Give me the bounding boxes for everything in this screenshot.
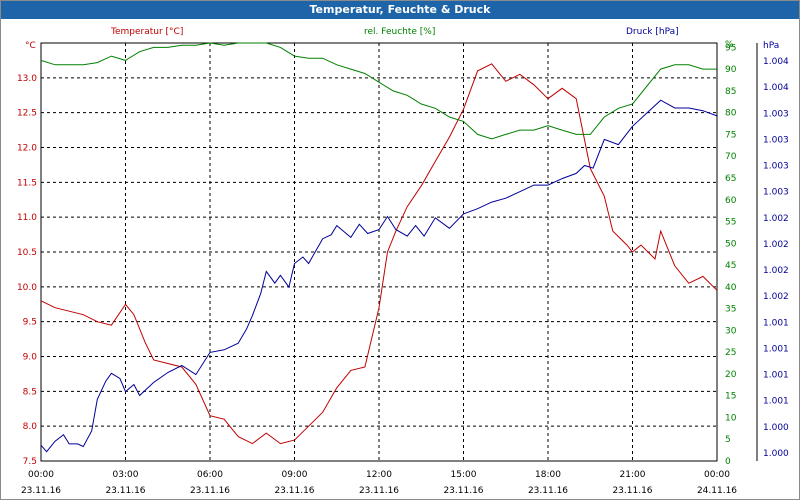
pressure-tick-label: 1.001 bbox=[763, 397, 789, 407]
temperature-tick-label: 11.0 bbox=[17, 213, 37, 223]
humidity-tick-label: 55 bbox=[725, 218, 736, 228]
pressure-tick-label: 1.003 bbox=[763, 188, 789, 198]
pressure-tick-label: 1.001 bbox=[763, 371, 789, 381]
pressure-tick-label: 1.002 bbox=[763, 266, 789, 276]
pressure-tick-label: 1.002 bbox=[763, 240, 789, 250]
temperature-unit: °C bbox=[25, 41, 36, 51]
temperature-tick-label: 11.5 bbox=[17, 178, 37, 188]
humidity-tick-label: 95 bbox=[725, 43, 736, 53]
humidity-line bbox=[40, 42, 717, 140]
temperature-tick-label: 12.0 bbox=[17, 144, 37, 154]
chart-canvas: 00:00 23.11.16 03:00 23.11.16 06:00 23.11.16 0… bbox=[17, 27, 789, 496]
humidity-tick-label: 45 bbox=[725, 261, 736, 271]
pressure-axis-title: Druck [hPa] bbox=[626, 27, 679, 37]
humidity-tick-label: 60 bbox=[725, 196, 737, 206]
x-tick-time: 03:00 bbox=[113, 470, 139, 480]
pressure-line bbox=[40, 99, 718, 453]
pressure-tick-label: 1.003 bbox=[763, 162, 789, 172]
x-tick-date: 23.11.16 bbox=[612, 486, 652, 496]
x-tick-time: 15:00 bbox=[451, 470, 477, 480]
x-tick-date: 23.11.16 bbox=[21, 486, 61, 496]
x-tick-date: 23.11.16 bbox=[528, 486, 568, 496]
pressure-unit: hPa bbox=[763, 41, 779, 51]
axis-labels: 00:00 23.11.16 03:00 23.11.16 06:00 23.11.16 0… bbox=[17, 40, 789, 496]
x-tick-date: 23.11.16 bbox=[105, 486, 145, 496]
humidity-tick-label: 65 bbox=[725, 174, 736, 184]
x-tick-date: 23.11.16 bbox=[359, 486, 399, 496]
pressure-tick-label: 1.001 bbox=[763, 344, 789, 354]
humidity-axis-title: rel. Feuchte [%] bbox=[364, 27, 435, 37]
pressure-tick-label: 1.004 bbox=[763, 57, 789, 67]
temperature-axis-title: Temperatur [°C] bbox=[110, 27, 183, 37]
x-tick-time: 00:00 bbox=[28, 470, 54, 480]
humidity-tick-label: 75 bbox=[725, 130, 736, 140]
humidity-tick-label: 25 bbox=[725, 348, 736, 358]
pressure-tick-label: 1.000 bbox=[763, 449, 789, 459]
humidity-unit: % bbox=[725, 40, 734, 50]
x-tick-date: 23.11.16 bbox=[190, 486, 230, 496]
x-tick-date: 24.11.16 bbox=[697, 486, 737, 496]
series-lines bbox=[40, 42, 718, 453]
humidity-tick-label: 50 bbox=[725, 239, 737, 249]
x-tick-time: 12:00 bbox=[366, 470, 392, 480]
humidity-tick-label: 0 bbox=[725, 457, 731, 467]
humidity-tick-label: 70 bbox=[725, 152, 737, 162]
x-tick-date: 23.11.16 bbox=[443, 486, 483, 496]
humidity-tick-label: 20 bbox=[725, 370, 737, 380]
pressure-tick-label: 1.002 bbox=[763, 292, 789, 302]
pressure-tick-label: 1.002 bbox=[763, 214, 789, 224]
x-tick-time: 09:00 bbox=[282, 470, 308, 480]
pressure-tick-label: 1.003 bbox=[763, 109, 789, 119]
temperature-tick-label: 8.5 bbox=[23, 387, 37, 397]
x-tick-time: 06:00 bbox=[197, 470, 223, 480]
temperature-tick-label: 8.0 bbox=[23, 422, 38, 432]
humidity-tick-label: 90 bbox=[725, 65, 737, 75]
humidity-tick-label: 5 bbox=[725, 435, 731, 445]
humidity-tick-label: 85 bbox=[725, 87, 736, 97]
humidity-tick-label: 10 bbox=[725, 413, 737, 423]
x-tick-date: 23.11.16 bbox=[274, 486, 314, 496]
humidity-tick-label: 30 bbox=[725, 326, 737, 336]
temperature-tick-label: 7.5 bbox=[23, 457, 37, 467]
grid-lines bbox=[40, 42, 758, 462]
pressure-tick-label: 1.001 bbox=[763, 318, 789, 328]
humidity-tick-label: 40 bbox=[725, 283, 737, 293]
pressure-tick-label: 1.003 bbox=[763, 135, 789, 145]
temperature-tick-label: 9.5 bbox=[23, 318, 37, 328]
temperature-line bbox=[40, 63, 718, 445]
x-tick-time: 21:00 bbox=[620, 470, 646, 480]
chart-title: Temperatur, Feuchte & Druck bbox=[1, 1, 799, 19]
x-tick-time: 00:00 bbox=[704, 470, 730, 480]
pressure-tick-label: 1.000 bbox=[763, 423, 789, 433]
temperature-tick-label: 10.5 bbox=[17, 248, 37, 258]
temperature-tick-label: 10.0 bbox=[17, 283, 37, 293]
x-tick-time: 18:00 bbox=[535, 470, 561, 480]
pressure-tick-label: 1.004 bbox=[763, 83, 789, 93]
temperature-tick-label: 13.0 bbox=[17, 74, 37, 84]
temperature-tick-label: 12.5 bbox=[17, 109, 37, 119]
humidity-tick-label: 80 bbox=[725, 109, 737, 119]
humidity-tick-label: 35 bbox=[725, 305, 736, 315]
humidity-tick-label: 15 bbox=[725, 392, 736, 402]
temperature-tick-label: 9.0 bbox=[23, 353, 38, 363]
